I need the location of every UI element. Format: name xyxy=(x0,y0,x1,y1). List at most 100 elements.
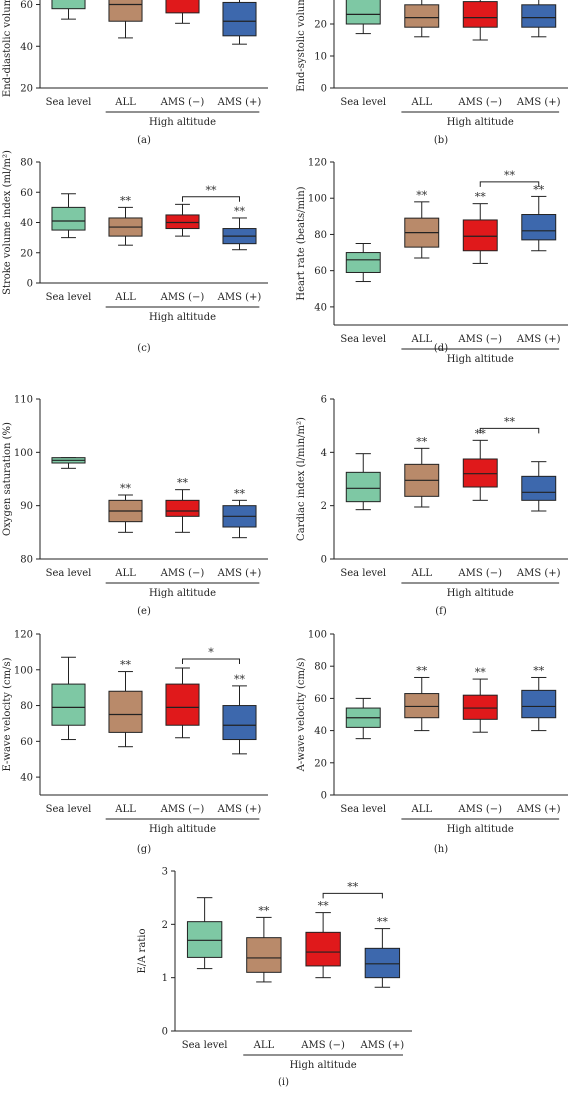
iqr-box xyxy=(246,937,282,973)
x-tick-label: AMS (−) xyxy=(160,97,205,108)
bracket-label: ** xyxy=(504,169,516,182)
box-3 xyxy=(222,217,257,251)
y-tick-label: 90 xyxy=(20,501,33,512)
y-tick-label: 80 xyxy=(20,555,33,566)
group-label: High altitude xyxy=(447,117,514,128)
panel-caption: (b) xyxy=(434,135,448,146)
bracket-line xyxy=(479,181,540,187)
x-tick-label: Sea level xyxy=(340,804,386,815)
bracket-line xyxy=(182,196,240,202)
chart-panel-f: 0 2 4 6 Cardiac index (l/min/m²) ** ** ** Sea le… xyxy=(296,395,568,617)
x-tick-label: AMS (+) xyxy=(217,568,262,579)
iqr-box xyxy=(521,4,557,28)
box-0 xyxy=(51,0,86,20)
iqr-box xyxy=(345,0,381,25)
significance-mark: ** xyxy=(234,205,246,218)
iqr-box xyxy=(364,947,401,979)
box-2 xyxy=(462,678,498,733)
y-tick-label: 0 xyxy=(321,555,327,566)
x-tick-label: ALL xyxy=(114,292,136,303)
y-axis-label: Stroke volume index (ml/m²) xyxy=(2,150,13,295)
bracket-label: ** xyxy=(504,415,516,428)
y-axis-label: End-diastolic volume xyxy=(2,0,13,97)
x-tick-label: AMS (−) xyxy=(160,804,205,815)
box-2 xyxy=(165,0,200,24)
y-tick-label: 60 xyxy=(314,266,327,277)
bracket-label: ** xyxy=(347,880,359,893)
panel-caption: (h) xyxy=(434,844,448,855)
x-tick-label: AMS (+) xyxy=(360,1040,405,1051)
y-tick-label: 80 xyxy=(314,662,327,673)
box-1 xyxy=(404,447,440,508)
y-tick-label: 0 xyxy=(321,84,327,95)
box-1 xyxy=(246,916,282,983)
iqr-box xyxy=(108,690,143,733)
significance-mark: ** xyxy=(533,183,545,196)
y-tick-label: 80 xyxy=(314,230,327,241)
iqr-box xyxy=(521,214,557,241)
comparison-bracket: ** xyxy=(479,169,540,187)
y-tick-label: 40 xyxy=(20,218,33,229)
box-0 xyxy=(51,656,86,741)
box-0 xyxy=(345,453,381,511)
box-3 xyxy=(521,461,557,512)
panel-caption: (c) xyxy=(137,343,151,354)
chart-panel-a: 20 40 60 End-diastolic volume Sea level ALL AM… xyxy=(2,0,268,146)
significance-mark: ** xyxy=(120,194,132,207)
x-tick-label: ALL xyxy=(253,1040,275,1051)
x-tick-label: AMS (−) xyxy=(457,334,502,345)
bracket-line xyxy=(182,658,240,665)
y-tick-label: 40 xyxy=(314,302,327,313)
significance-mark: ** xyxy=(234,673,246,686)
box-0 xyxy=(51,193,86,239)
group-label: High altitude xyxy=(447,824,514,835)
iqr-box xyxy=(305,931,341,967)
x-tick-label: AMS (+) xyxy=(516,804,561,815)
y-tick-label: 100 xyxy=(14,448,33,459)
y-tick-label: 40 xyxy=(20,42,33,53)
box-2 xyxy=(462,0,498,41)
y-axis-label: A-wave velocity (cm/s) xyxy=(296,658,307,773)
x-tick-label: Sea level xyxy=(340,568,386,579)
comparison-bracket: * xyxy=(182,646,240,665)
iqr-box xyxy=(404,4,440,28)
significance-mark: ** xyxy=(120,482,132,495)
panel-caption: (e) xyxy=(137,606,151,617)
box-2 xyxy=(165,203,200,237)
bracket-label: ** xyxy=(206,184,218,197)
panel-caption: (a) xyxy=(137,135,151,146)
y-axis-label: E-wave velocity (cm/s) xyxy=(2,657,13,771)
y-tick-label: 120 xyxy=(308,158,327,169)
significance-mark: ** xyxy=(416,189,428,202)
iqr-box xyxy=(462,219,498,252)
chart-panel-e: 80 90 100 110 Oxygen saturation (%) ** ** ** Sea… xyxy=(2,395,268,617)
group-label: High altitude xyxy=(149,117,216,128)
y-tick-label: 20 xyxy=(314,20,327,31)
box-1 xyxy=(404,0,440,38)
y-tick-label: 120 xyxy=(14,630,33,641)
bracket-label: * xyxy=(208,646,214,659)
box-3 xyxy=(521,195,557,252)
significance-mark: ** xyxy=(416,664,428,677)
group-label: High altitude xyxy=(447,354,514,365)
group-label: High altitude xyxy=(149,588,216,599)
significance-mark: ** xyxy=(475,191,487,204)
y-axis-label: E/A ratio xyxy=(137,928,148,973)
bracket-line xyxy=(479,427,540,434)
chart-panel-d: 40 60 80 100 120 Heart rate (beats/min) ** ** **… xyxy=(296,158,568,365)
x-tick-label: AMS (−) xyxy=(457,804,502,815)
y-tick-label: 100 xyxy=(308,194,327,205)
x-tick-label: AMS (+) xyxy=(516,568,561,579)
y-tick-label: 110 xyxy=(14,395,33,406)
iqr-box xyxy=(345,471,381,503)
x-tick-label: ALL xyxy=(410,334,432,345)
x-tick-label: AMS (+) xyxy=(217,804,262,815)
box-2 xyxy=(462,203,498,264)
group-label: High altitude xyxy=(149,824,216,835)
box-1 xyxy=(404,201,440,259)
x-tick-label: AMS (+) xyxy=(516,97,561,108)
x-tick-label: AMS (−) xyxy=(160,568,205,579)
y-tick-label: 60 xyxy=(20,0,33,11)
